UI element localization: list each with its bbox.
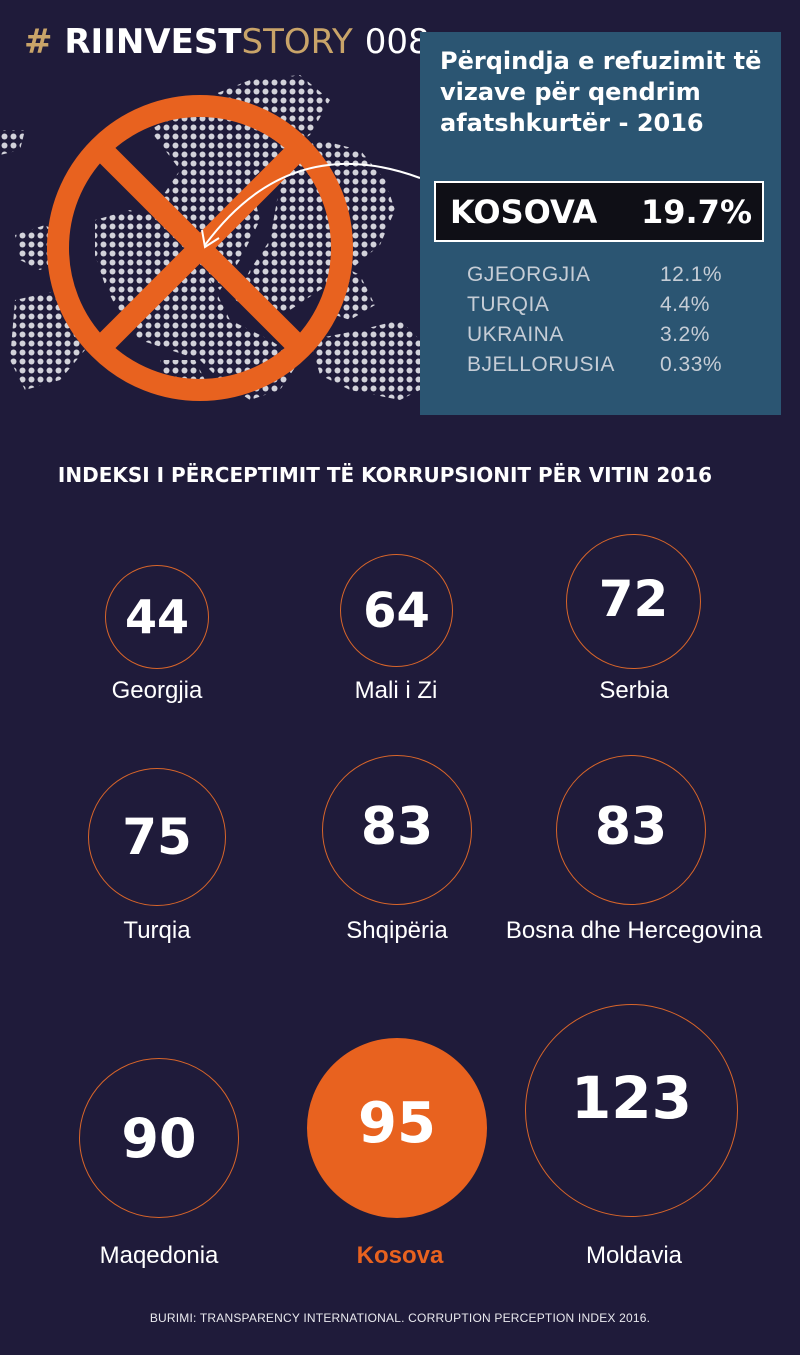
pointer-arrow xyxy=(204,162,421,246)
cpi-country-label: Mali i Zi xyxy=(354,677,438,704)
cpi-country-label: Serbia xyxy=(599,677,669,704)
rate-row: GJEORGJIA 12.1% xyxy=(467,263,767,293)
europe-map-illustration xyxy=(0,75,440,401)
cpi-bubble-highlight: 95 xyxy=(307,1038,487,1218)
rate-row: UKRAINA 3.2% xyxy=(467,323,767,353)
pointer-arrowhead xyxy=(201,229,220,249)
cpi-bubble: 75 xyxy=(88,768,226,906)
rate-value: 12.1% xyxy=(660,263,723,286)
brand-title: # RIINVESTSTORY 008 xyxy=(24,22,430,62)
cpi-value: 72 xyxy=(598,569,669,628)
rate-value: 0.33% xyxy=(660,353,723,376)
cpi-value: 64 xyxy=(363,582,430,639)
source-note: BURIMI: TRANSPARENCY INTERNATIONAL. CORR… xyxy=(149,1311,651,1325)
cpi-value: 95 xyxy=(358,1090,436,1156)
brand-word-riinvest: RIINVEST xyxy=(64,22,242,62)
cpi-value: 83 xyxy=(360,797,434,857)
highlight-country: KOSOVA xyxy=(450,193,598,231)
cpi-section-title: INDEKSI I PËRCEPTIMIT TË KORRUPSIONIT PË… xyxy=(57,463,713,487)
cpi-country-label: Moldavia xyxy=(585,1242,683,1269)
visa-refusal-panel: Përqindja e refuzimit të vizave për qend… xyxy=(420,32,781,415)
cpi-bubble: 72 xyxy=(566,534,701,669)
cpi-country-label: Bosna dhe Hercegovina xyxy=(505,917,763,944)
cpi-bubble: 90 xyxy=(79,1058,239,1218)
rate-country: TURQIA xyxy=(467,293,550,316)
cpi-bubble: 64 xyxy=(340,554,453,667)
cpi-country-label: Maqedonia xyxy=(99,1242,219,1269)
cpi-value: 44 xyxy=(124,590,189,644)
cpi-bubble: 44 xyxy=(105,565,209,669)
rate-value: 4.4% xyxy=(660,293,710,316)
kosova-highlight-box: KOSOVA 19.7% xyxy=(434,181,764,242)
rate-country: BJELLORUSIA xyxy=(467,353,615,376)
cpi-value: 90 xyxy=(121,1106,197,1170)
cpi-value: 83 xyxy=(594,797,668,857)
highlight-value: 19.7% xyxy=(640,193,752,231)
brand-number: 008 xyxy=(364,22,430,62)
rate-country: UKRAINA xyxy=(467,323,564,346)
rate-country: GJEORGJIA xyxy=(467,263,591,286)
cpi-bubble: 83 xyxy=(556,755,706,905)
cpi-bubble: 83 xyxy=(322,755,472,905)
rate-row: TURQIA 4.4% xyxy=(467,293,767,323)
prohibition-icon xyxy=(47,95,353,401)
cpi-country-label-highlight: Kosova xyxy=(356,1242,444,1269)
cpi-country-label: Shqipëria xyxy=(346,917,448,944)
brand-word-story: STORY xyxy=(241,22,353,62)
cpi-country-label: Georgjia xyxy=(111,677,203,704)
cpi-value: 75 xyxy=(122,808,192,866)
prohibition-cross-b xyxy=(92,140,308,356)
brand-hash: # xyxy=(24,22,53,62)
cpi-bubble: 123 xyxy=(525,1004,738,1217)
cpi-country-label: Turqia xyxy=(123,917,191,944)
cpi-value: 123 xyxy=(570,1063,693,1132)
rate-value: 3.2% xyxy=(660,323,710,346)
visa-panel-title: Përqindja e refuzimit të vizave për qend… xyxy=(440,47,762,137)
rate-row: BJELLORUSIA 0.33% xyxy=(467,353,767,383)
